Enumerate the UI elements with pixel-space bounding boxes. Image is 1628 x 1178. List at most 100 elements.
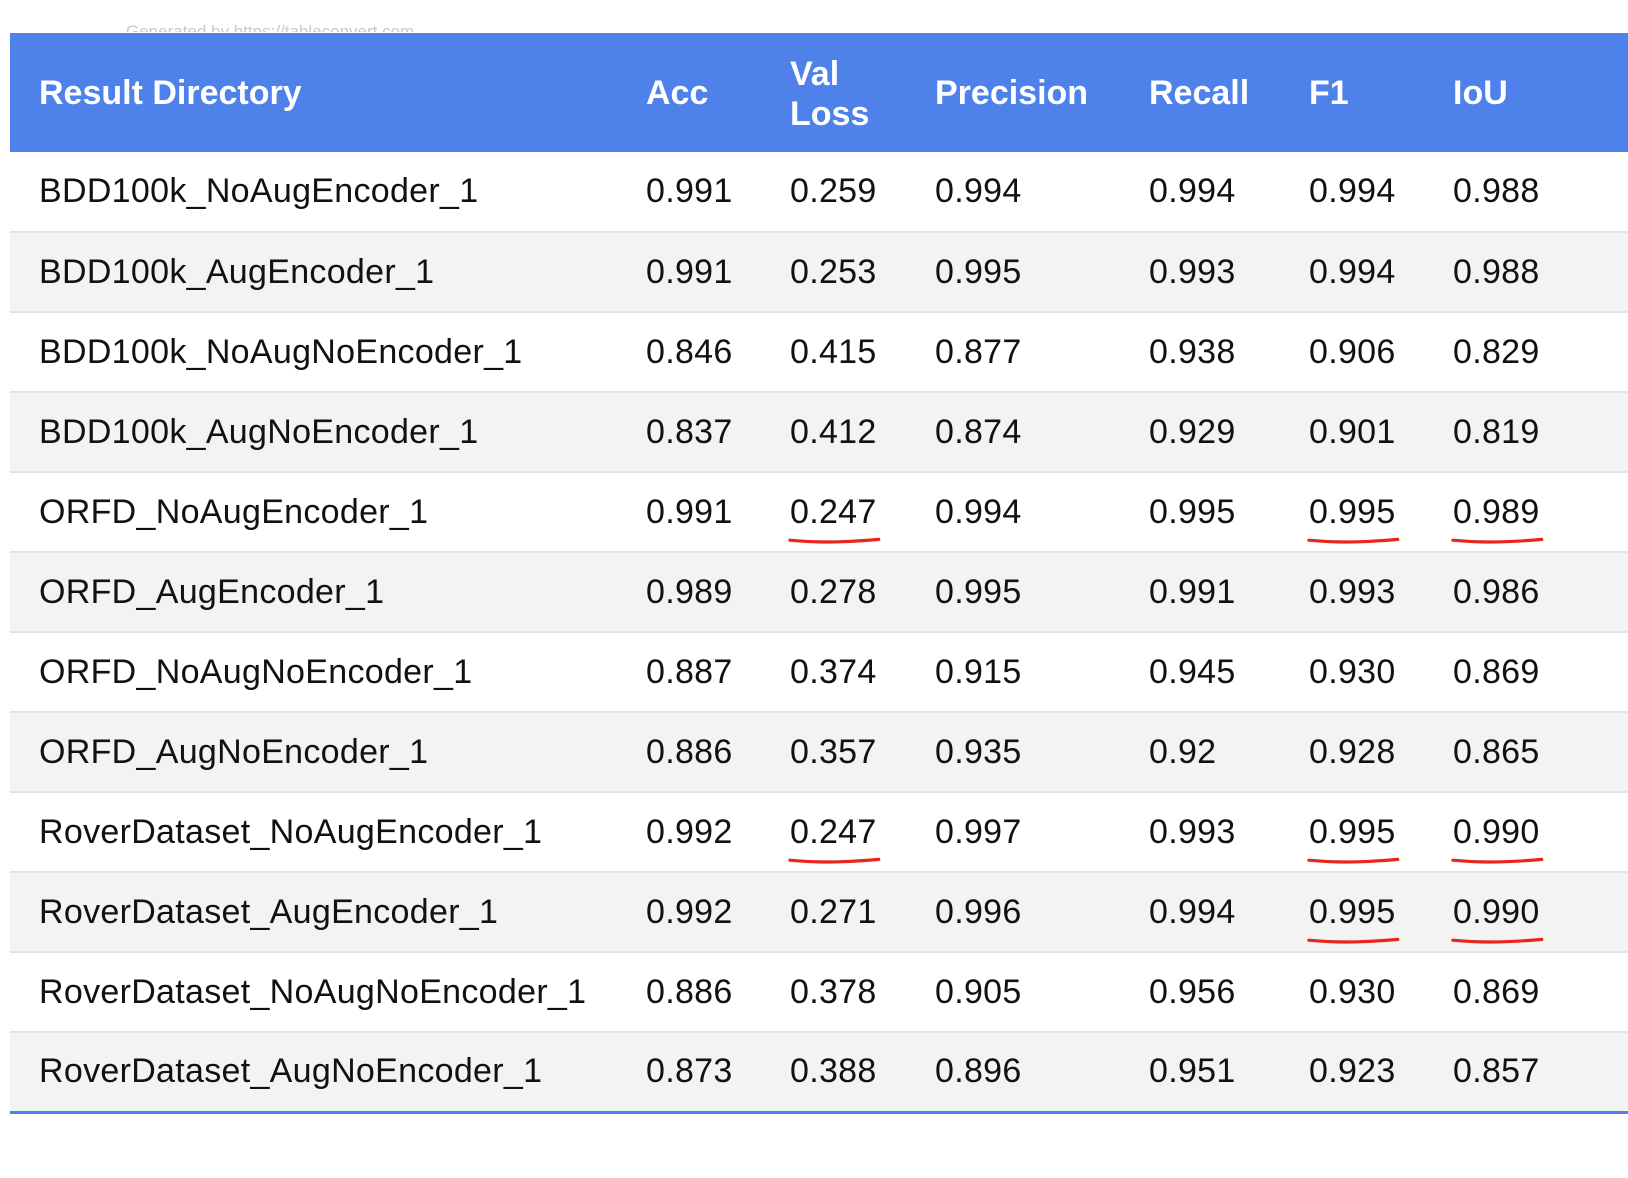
cell-recall: 0.994: [1120, 872, 1280, 952]
table-row: BDD100k_NoAugNoEncoder_1 0.846 0.415 0.877 0…: [10, 312, 1628, 392]
cell-val-loss: 0.412: [761, 392, 906, 472]
cell-val-loss: 0.271: [761, 872, 906, 952]
cell-value: 0.378: [790, 972, 877, 1011]
cell-precision: 0.877: [906, 312, 1120, 392]
cell-recall: 0.991: [1120, 552, 1280, 632]
red-underline-mark: [788, 537, 881, 545]
table-row: ORFD_NoAugNoEncoder_1 0.887 0.374 0.915 0.94…: [10, 632, 1628, 712]
cell-value: 0.253: [790, 252, 877, 291]
cell-value: 0.986: [1453, 572, 1540, 611]
cell-value: 0.951: [1149, 1052, 1236, 1091]
cell-acc: 0.846: [617, 312, 761, 392]
cell-f1: 0.901: [1280, 392, 1424, 472]
cell-value: 0.994: [1149, 172, 1236, 210]
cell-value: 0.906: [1309, 332, 1396, 371]
cell-value: 0.988: [1453, 172, 1540, 210]
cell-value: BDD100k_AugNoEncoder_1: [39, 412, 479, 451]
cell-value: 0.991: [646, 492, 733, 531]
cell-value: 0.887: [646, 652, 733, 691]
cell-recall: 0.945: [1120, 632, 1280, 712]
cell-result-directory: RoverDataset_NoAugNoEncoder_1: [10, 952, 617, 1032]
cell-precision: 0.994: [906, 152, 1120, 232]
cell-value: BDD100k_NoAugEncoder_1: [39, 172, 479, 210]
cell-recall: 0.995: [1120, 472, 1280, 552]
cell-value: 0.930: [1309, 972, 1396, 1011]
cell-f1: 0.930: [1280, 632, 1424, 712]
cell-value: RoverDataset_NoAugEncoder_1: [39, 812, 543, 851]
cell-val-loss: 0.357: [761, 712, 906, 792]
cell-value: 0.412: [790, 412, 877, 451]
cell-value: 0.993: [1149, 812, 1236, 851]
cell-value: ORFD_NoAugEncoder_1: [39, 492, 429, 531]
cell-value: 0.995: [1149, 492, 1236, 531]
results-table: Result Directory Acc Val Loss Precision …: [10, 33, 1628, 1114]
cell-recall: 0.956: [1120, 952, 1280, 1032]
cell-value: 0.874: [935, 412, 1022, 451]
cell-result-directory: BDD100k_NoAugNoEncoder_1: [10, 312, 617, 392]
cell-f1: 0.994: [1280, 152, 1424, 232]
cell-iou: 0.988: [1424, 152, 1628, 232]
cell-recall: 0.92: [1120, 712, 1280, 792]
cell-val-loss: 0.378: [761, 952, 906, 1032]
cell-value: 0.819: [1453, 412, 1540, 451]
cell-value: 0.995: [935, 572, 1022, 611]
cell-value: RoverDataset_AugEncoder_1: [39, 892, 499, 931]
cell-value: 0.374: [790, 652, 877, 691]
cell-f1: 0.995: [1280, 472, 1424, 552]
table-row: ORFD_NoAugEncoder_1 0.991 0.247 0.994 0.995 0…: [10, 472, 1628, 552]
cell-acc: 0.991: [617, 232, 761, 312]
cell-value: 0.945: [1149, 652, 1236, 691]
column-header-acc: Acc: [646, 73, 709, 112]
cell-value: 0.996: [935, 892, 1022, 931]
cell-recall: 0.951: [1120, 1032, 1280, 1112]
table-body: BDD100k_NoAugEncoder_1 0.991 0.259 0.994 0.9…: [10, 152, 1628, 1112]
cell-value: 0.905: [935, 972, 1022, 1011]
cell-result-directory: BDD100k_AugNoEncoder_1: [10, 392, 617, 472]
cell-precision: 0.995: [906, 552, 1120, 632]
cell-acc: 0.887: [617, 632, 761, 712]
cell-value: BDD100k_NoAugNoEncoder_1: [39, 332, 523, 371]
table-row: RoverDataset_AugNoEncoder_1 0.873 0.388 0.8…: [10, 1032, 1628, 1112]
cell-recall: 0.929: [1120, 392, 1280, 472]
cell-value: 0.990: [1453, 813, 1540, 852]
cell-acc: 0.991: [617, 472, 761, 552]
cell-value: 0.901: [1309, 412, 1396, 451]
cell-iou: 0.829: [1424, 312, 1628, 392]
table-row: RoverDataset_NoAugEncoder_1 0.992 0.247 0.9…: [10, 792, 1628, 872]
cell-value: 0.837: [646, 412, 733, 451]
cell-precision: 0.905: [906, 952, 1120, 1032]
cell-value: 0.991: [1149, 572, 1236, 611]
cell-result-directory: ORFD_AugNoEncoder_1: [10, 712, 617, 792]
cell-value: 0.990: [1453, 893, 1540, 932]
cell-acc: 0.873: [617, 1032, 761, 1112]
cell-value: 0.989: [1453, 493, 1540, 532]
cell-result-directory: RoverDataset_AugNoEncoder_1: [10, 1032, 617, 1112]
column-header-result-directory: Result Directory: [39, 73, 302, 112]
cell-value: 0.92: [1149, 732, 1217, 771]
cell-iou: 0.869: [1424, 632, 1628, 712]
cell-result-directory: RoverDataset_AugEncoder_1: [10, 872, 617, 952]
red-underline-mark: [1307, 537, 1400, 545]
cell-precision: 0.994: [906, 472, 1120, 552]
cell-value: 0.923: [1309, 1052, 1396, 1091]
cell-value: 0.259: [790, 172, 877, 210]
cell-f1: 0.995: [1280, 872, 1424, 952]
cell-value: 0.991: [646, 252, 733, 291]
red-underline-mark: [1451, 937, 1544, 945]
cell-value: RoverDataset_NoAugNoEncoder_1: [39, 972, 587, 1011]
table-header: Result Directory Acc Val Loss Precision …: [10, 33, 1628, 152]
cell-iou: 0.989: [1424, 472, 1628, 552]
cell-iou: 0.990: [1424, 872, 1628, 952]
cell-precision: 0.995: [906, 232, 1120, 312]
cell-value: RoverDataset_AugNoEncoder_1: [39, 1052, 543, 1091]
cell-value: 0.915: [935, 652, 1022, 691]
cell-result-directory: ORFD_NoAugNoEncoder_1: [10, 632, 617, 712]
cell-value: 0.886: [646, 732, 733, 771]
cell-val-loss: 0.388: [761, 1032, 906, 1112]
column-header-iou: IoU: [1453, 73, 1508, 112]
cell-iou: 0.819: [1424, 392, 1628, 472]
cell-value: 0.877: [935, 332, 1022, 371]
cell-f1: 0.906: [1280, 312, 1424, 392]
column-header-recall: Recall: [1149, 73, 1250, 112]
cell-value: ORFD_AugNoEncoder_1: [39, 732, 429, 771]
